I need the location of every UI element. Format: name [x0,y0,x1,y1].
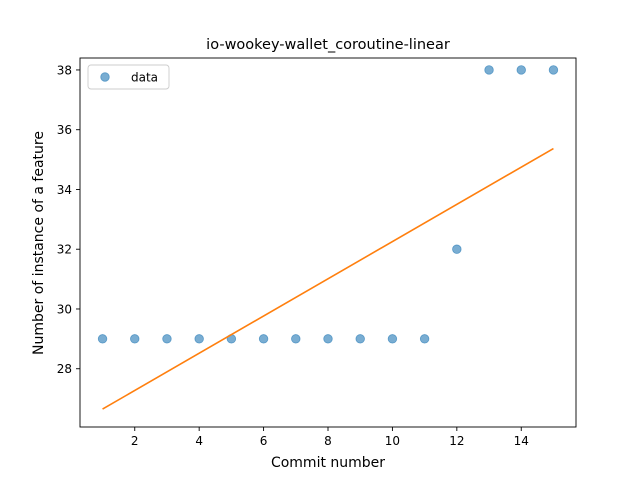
y-tick-label: 36 [57,123,72,137]
x-tick-label: 14 [514,434,529,448]
x-tick-label: 4 [195,434,203,448]
x-tick-label: 6 [260,434,268,448]
x-axis-title: Commit number [271,455,385,471]
data-point [194,334,204,344]
y-axis-title: Number of instance of a feature [31,131,47,355]
y-tick-label: 32 [57,243,72,257]
x-tick-label: 2 [131,434,139,448]
y-tick-label: 28 [57,362,72,376]
axes-background [80,58,576,427]
plot-area: 2 4 6 8 10 12 14 28 30 32 34 36 38 data [57,57,577,448]
chart-title: io-wookey-wallet_coroutine-linear [206,37,450,53]
x-tick-label: 10 [385,434,400,448]
data-point [162,334,172,344]
fit-line [102,147,554,410]
data-point [452,244,462,254]
x-tick-label: 12 [449,434,464,448]
data-point [419,334,430,344]
data-point [97,334,108,344]
data-point [548,65,559,75]
x-tick-label: 8 [324,434,332,448]
data-point [484,65,494,75]
y-tick-label: 38 [57,63,72,77]
legend-marker [100,72,110,82]
legend-label: data [131,71,158,85]
y-tick-label: 30 [57,302,72,316]
data-point [323,334,333,344]
data-point [516,65,526,75]
y-tick-label: 34 [57,183,72,197]
data-point [291,334,301,344]
data-point [258,334,269,344]
data-point [387,334,398,344]
data-point [130,334,140,344]
legend-box [87,64,170,90]
data-point [355,334,365,344]
